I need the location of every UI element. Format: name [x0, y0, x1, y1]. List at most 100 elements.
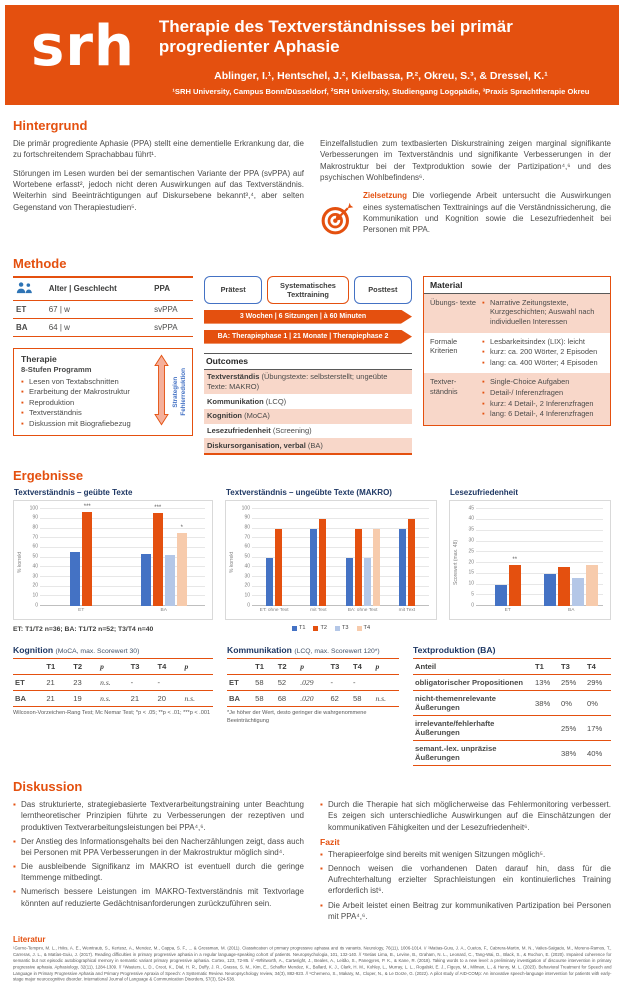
flow-box: Prätest [204, 275, 263, 304]
participant-age: 64 | w [48, 322, 70, 332]
stats-cell: 17% [587, 723, 603, 733]
stats-header-cell: T1 [255, 662, 265, 672]
bar-T1 [345, 557, 353, 607]
x-category-label: BA [160, 608, 167, 614]
stats-header-cell: Anteil [415, 662, 437, 672]
y-tick-label: 50 [32, 553, 38, 560]
material-items: Narrative Zeitungstexte, Kurzgeschichten… [482, 298, 605, 328]
stats-row: obligatorischer Propositionen 13% 25% 29% [413, 675, 611, 691]
stats-header-cell: T3 [130, 662, 140, 672]
y-tick-label: 0 [247, 602, 250, 609]
bar-group [540, 509, 604, 607]
flow-box: Posttest [353, 275, 412, 304]
gridline: 45 [468, 506, 603, 511]
participant-row: ET 67 | w svPPA [13, 300, 193, 319]
hintergrund-columns: Die primär progrediente Aphasie (PPA) st… [13, 138, 611, 243]
stats-cell: n.s. [100, 694, 111, 704]
gridline: 0 [247, 603, 429, 608]
stats-cell: n.s. [100, 678, 111, 688]
stats-header-cell: T2 [277, 662, 287, 672]
gridline: 10 [244, 593, 429, 598]
fazit-bullet: Dennoch weisen die vorhandenen Daten dar… [320, 863, 611, 897]
gridline: 80 [244, 525, 429, 530]
y-tick-label: 25 [468, 548, 474, 555]
legend-label: T1 [298, 625, 306, 632]
bar-T2: *** [82, 504, 93, 607]
paragraph: Die primär progrediente Aphasie (PPA) st… [13, 138, 304, 160]
stats-header-cell: T3 [561, 662, 570, 672]
participant-age: 67 | w [48, 304, 70, 314]
plot: 0 5 10 15 20 25 30 35 40 45 ** [468, 506, 604, 608]
stats-cell: 58 [352, 694, 362, 704]
y-tick-label: 15 [468, 569, 474, 576]
participants-table: Alter | Geschlecht PPA ET 67 | w svPPA BA 64… [13, 276, 193, 337]
stats-cell: 21 [130, 694, 140, 704]
kommunikation-title: Kommunikation (LCQ, max. Scorewert 120*) [227, 645, 380, 656]
stats-row: semant.-lex. unpräzise Äußerungen 38% 40% [413, 741, 611, 766]
stats-cell: 40% [587, 748, 603, 758]
stats-cell: n.s. [184, 694, 196, 704]
outcomes-table: Outcomes Textverständis (Übungstexte: se… [204, 352, 412, 456]
strategy-vertical-label: Strategien Fehlerreduktion [172, 368, 188, 416]
legend-item: T4 [356, 625, 370, 631]
outcome-name: Lesezufriedenheit [207, 426, 271, 436]
stats-cell: 21 [46, 694, 55, 704]
y-tick-label: 30 [468, 537, 474, 544]
zielsetzung-text: Zielsetzung Die vorliegende Arbeit unter… [363, 191, 611, 235]
stats-row: ET 21 23 n.s. - - [13, 675, 213, 691]
stats-cell [182, 675, 213, 691]
methode-right-column: Material Übungs- texte Narrative Zeitungs… [423, 275, 611, 456]
y-tick-label: 5 [471, 591, 474, 598]
y-tick-label: 30 [32, 573, 38, 580]
y-tick-label: 10 [32, 592, 38, 599]
gridline: 80 [32, 525, 205, 530]
bar-group [296, 509, 340, 607]
gridline: 10 [468, 581, 603, 586]
bar-T1 [70, 551, 81, 607]
chart-plot-area: % korrekt 0 10 20 30 40 50 60 70 80 90 100 *** *** * ET… [13, 500, 213, 621]
legend-label: T2 [320, 625, 327, 632]
stats-cell: 62 [330, 694, 339, 704]
gridline: 20 [468, 560, 603, 565]
diskussion-right-column: Durch die Therapie hat sich möglicherwei… [320, 799, 611, 925]
bar-group: ** [476, 509, 540, 607]
material-title: Material [424, 277, 610, 294]
gridline: 50 [244, 554, 429, 559]
bar-T1 [140, 553, 151, 607]
material-row: Formale Kriterien Lesbarkeitsindex (LIX):… [424, 333, 610, 374]
bar-T1 [398, 528, 406, 607]
plot-wrap: 0 5 10 15 20 25 30 35 40 45 ** ET BA [461, 506, 605, 616]
gridline: 20 [244, 583, 429, 588]
y-tick-label: 35 [468, 526, 474, 533]
stats-row: BA 21 19 n.s. 21 20 n.s. [13, 691, 213, 707]
y-tick-label: 90 [244, 514, 250, 521]
literatur-references: ¹Gorno-Tempini, M. L., Hillis, A. E., We… [13, 946, 612, 983]
gridline: 40 [244, 564, 429, 569]
stats-cell: 38% [535, 698, 551, 708]
stats-header-cell: T1 [535, 662, 544, 672]
stats-cell: 58 [255, 694, 264, 704]
therapie-step: Diskussion mit Biografiebezug [21, 419, 150, 428]
stats-cell: semant.-lex. unpräzise Äußerungen [415, 744, 497, 763]
methode-left-column: Alter | Geschlecht PPA ET 67 | w svPPA BA 64… [13, 276, 193, 456]
gridline: 30 [468, 538, 603, 543]
section-heading-diskussion: Diskussion [13, 779, 83, 795]
target-icon [320, 190, 356, 242]
timeline-banners: 3 Wochen | 6 Sitzungen | à 60 Minuten BA:… [204, 310, 412, 344]
bar-T2: ** [508, 557, 521, 607]
header-text-block: Therapie des Textverständnisses bei prim… [159, 15, 603, 96]
gridline: 40 [32, 564, 205, 569]
methode-grid: Alter | Geschlecht PPA ET 67 | w svPPA BA 64… [13, 275, 611, 456]
diskussion-bullet: Das strukturierte, strategiebasierte Tex… [13, 799, 304, 833]
vertical-label-2: Fehlerreduktion [180, 367, 188, 416]
stats-row: irrelevante/fehlerhafte Äußerungen 25% 17% [413, 716, 611, 741]
stats-header-cell: p [100, 662, 104, 672]
legend-swatch-T4 [356, 625, 362, 631]
stats-cell: .020 [300, 694, 314, 704]
y-tick-label: 90 [32, 514, 38, 521]
fazit-bullet: Die Arbeit leistet einen Beitrag zur kom… [320, 900, 611, 922]
hintergrund-left-column: Die primär progrediente Aphasie (PPA) st… [13, 138, 304, 243]
y-tick-label: 80 [244, 524, 250, 531]
x-axis-labels: ET BA [476, 608, 603, 616]
bar-group [385, 509, 429, 607]
